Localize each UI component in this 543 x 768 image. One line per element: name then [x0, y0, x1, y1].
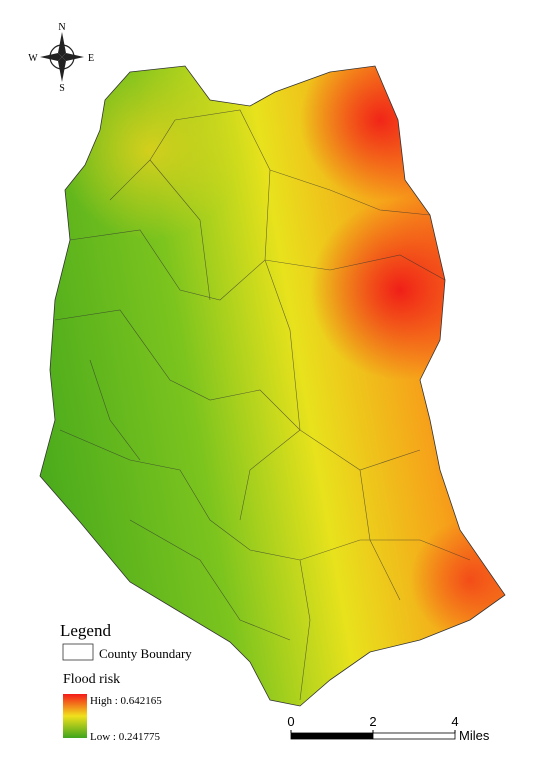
scale-tick-label: 0: [287, 714, 294, 729]
boundary-label: County Boundary: [99, 646, 192, 661]
scale-tick-label: 2: [369, 714, 376, 729]
scale-tick-label: 4: [451, 714, 458, 729]
ramp-title: Flood risk: [63, 672, 120, 687]
high-label: High : 0.642165: [90, 695, 162, 707]
boundary-swatch: [62, 643, 94, 661]
county-boundaries: [54, 109, 471, 701]
legend-title: Legend: [60, 621, 111, 640]
scale-unit: Miles: [459, 728, 490, 743]
compass-east: E: [88, 53, 94, 64]
scale-bar: Miles 0 2 4: [287, 714, 489, 743]
compass-north: N: [58, 22, 65, 33]
low-label: Low : 0.241775: [90, 731, 160, 743]
compass-south: S: [59, 83, 65, 94]
scale-segment: [290, 732, 374, 740]
scale-segment: [372, 732, 456, 740]
compass-west: W: [28, 53, 38, 64]
color-ramp: [63, 694, 87, 738]
legend: Legend County Boundary Flood risk High :…: [60, 621, 192, 743]
north-arrow: N S E W: [28, 22, 94, 94]
